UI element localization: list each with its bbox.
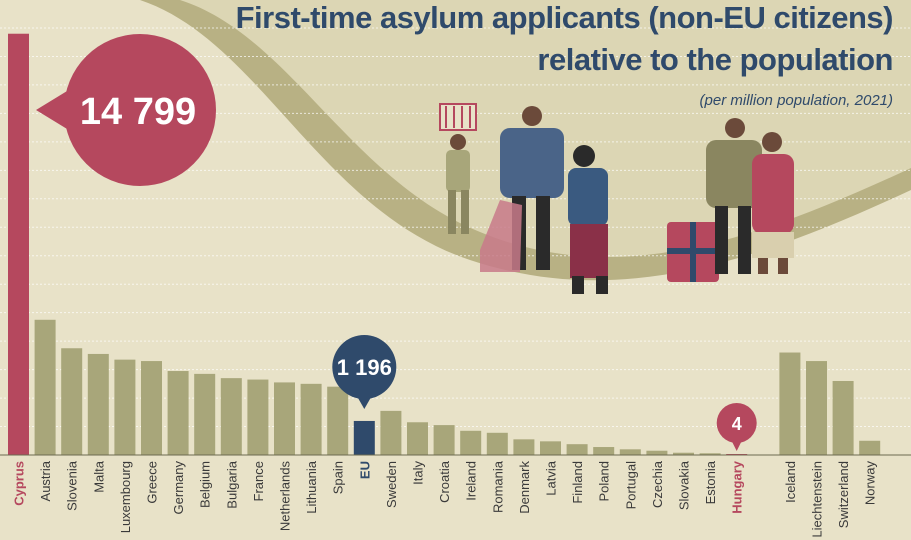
bar-germany bbox=[167, 371, 189, 455]
category-label: Germany bbox=[171, 461, 186, 515]
bar-estonia bbox=[699, 453, 721, 455]
category-label: Romania bbox=[490, 460, 505, 513]
bar-poland bbox=[593, 447, 615, 455]
bars bbox=[0, 33, 911, 456]
child-figure bbox=[439, 103, 477, 234]
category-label: Hungary bbox=[730, 460, 745, 514]
bar-liechtenstein bbox=[806, 361, 827, 455]
callout-eu: 1 196 bbox=[332, 335, 397, 409]
bar-france bbox=[247, 379, 269, 455]
woman-figure bbox=[568, 145, 608, 294]
bar-luxembourg bbox=[114, 359, 136, 455]
category-label: France bbox=[251, 461, 266, 501]
category-label: Austria bbox=[38, 460, 53, 501]
category-label: Latvia bbox=[544, 460, 559, 495]
bar-croatia bbox=[433, 425, 455, 455]
chart-subtitle: (per million population, 2021) bbox=[699, 92, 893, 109]
chart-title-line2: relative to the population bbox=[537, 42, 893, 77]
suitcase bbox=[667, 222, 719, 282]
bar-netherlands bbox=[274, 382, 295, 455]
bar-eu bbox=[353, 420, 375, 455]
category-label: Luxembourg bbox=[118, 461, 133, 533]
bar-cyprus bbox=[8, 33, 29, 455]
callout-cyprus: 14 799 bbox=[36, 34, 216, 186]
bar-norway bbox=[859, 440, 881, 455]
people-illustration bbox=[439, 103, 794, 294]
category-label: Norway bbox=[863, 461, 878, 506]
category-label: Slovakia bbox=[677, 460, 692, 510]
category-label: Italy bbox=[411, 461, 426, 485]
callout-label: 1 196 bbox=[337, 355, 392, 380]
bar-lithuania bbox=[300, 383, 322, 455]
category-label: Ireland bbox=[464, 461, 479, 501]
bar-spain bbox=[327, 386, 349, 455]
man-figure bbox=[480, 106, 564, 272]
category-label: Switzerland bbox=[836, 461, 851, 528]
bar-switzerland bbox=[832, 380, 854, 455]
category-label: Portugal bbox=[623, 461, 638, 510]
category-label: Iceland bbox=[783, 461, 798, 503]
category-label: Estonia bbox=[703, 460, 718, 504]
category-label: Czechia bbox=[650, 460, 665, 508]
category-label: Spain bbox=[331, 461, 346, 494]
bar-romania bbox=[486, 432, 508, 455]
callout-label: 14 799 bbox=[80, 91, 196, 133]
bar-malta bbox=[87, 353, 109, 455]
bar-austria bbox=[34, 319, 56, 455]
category-label: Cyprus bbox=[12, 461, 27, 506]
category-label: Finland bbox=[570, 461, 585, 504]
bar-denmark bbox=[513, 439, 535, 455]
category-label: Lithuania bbox=[304, 460, 319, 514]
bar-sweden bbox=[380, 410, 402, 455]
bar-slovenia bbox=[61, 348, 83, 455]
callouts: 14 799 1 196 4 bbox=[36, 34, 757, 451]
category-label: Croatia bbox=[437, 460, 452, 503]
bar-slovakia bbox=[673, 452, 694, 455]
category-label: Malta bbox=[91, 460, 106, 493]
category-label: Netherlands bbox=[278, 461, 293, 532]
category-labels: Cyprus Austria Slovenia Malta Luxembourg Gree… bbox=[12, 460, 878, 537]
bar-czechia bbox=[646, 450, 668, 455]
callout-hungary: 4 bbox=[716, 403, 757, 451]
bar-bulgaria bbox=[220, 378, 242, 455]
category-label: Slovenia bbox=[65, 460, 80, 511]
category-label: Denmark bbox=[517, 461, 532, 514]
callout-label: 4 bbox=[732, 414, 742, 434]
category-label: EU bbox=[357, 461, 372, 479]
bar-portugal bbox=[619, 449, 641, 455]
category-label: Poland bbox=[597, 461, 612, 501]
bar-ireland bbox=[460, 430, 482, 455]
category-label: Liechtenstein bbox=[810, 461, 825, 538]
category-label: Bulgaria bbox=[224, 460, 239, 508]
bar-latvia bbox=[540, 441, 561, 455]
bar-finland bbox=[566, 444, 588, 455]
bar-iceland bbox=[779, 352, 801, 455]
chart-title-line1: First-time asylum applicants (non-EU cit… bbox=[235, 0, 894, 35]
bar-belgium bbox=[194, 373, 216, 455]
bar-greece bbox=[141, 361, 162, 455]
older-man-figure bbox=[706, 118, 762, 274]
category-label: Belgium bbox=[198, 461, 213, 508]
bar-italy bbox=[407, 422, 428, 455]
category-label: Sweden bbox=[384, 461, 399, 508]
older-woman-figure bbox=[752, 132, 794, 274]
category-label: Greece bbox=[145, 461, 160, 504]
